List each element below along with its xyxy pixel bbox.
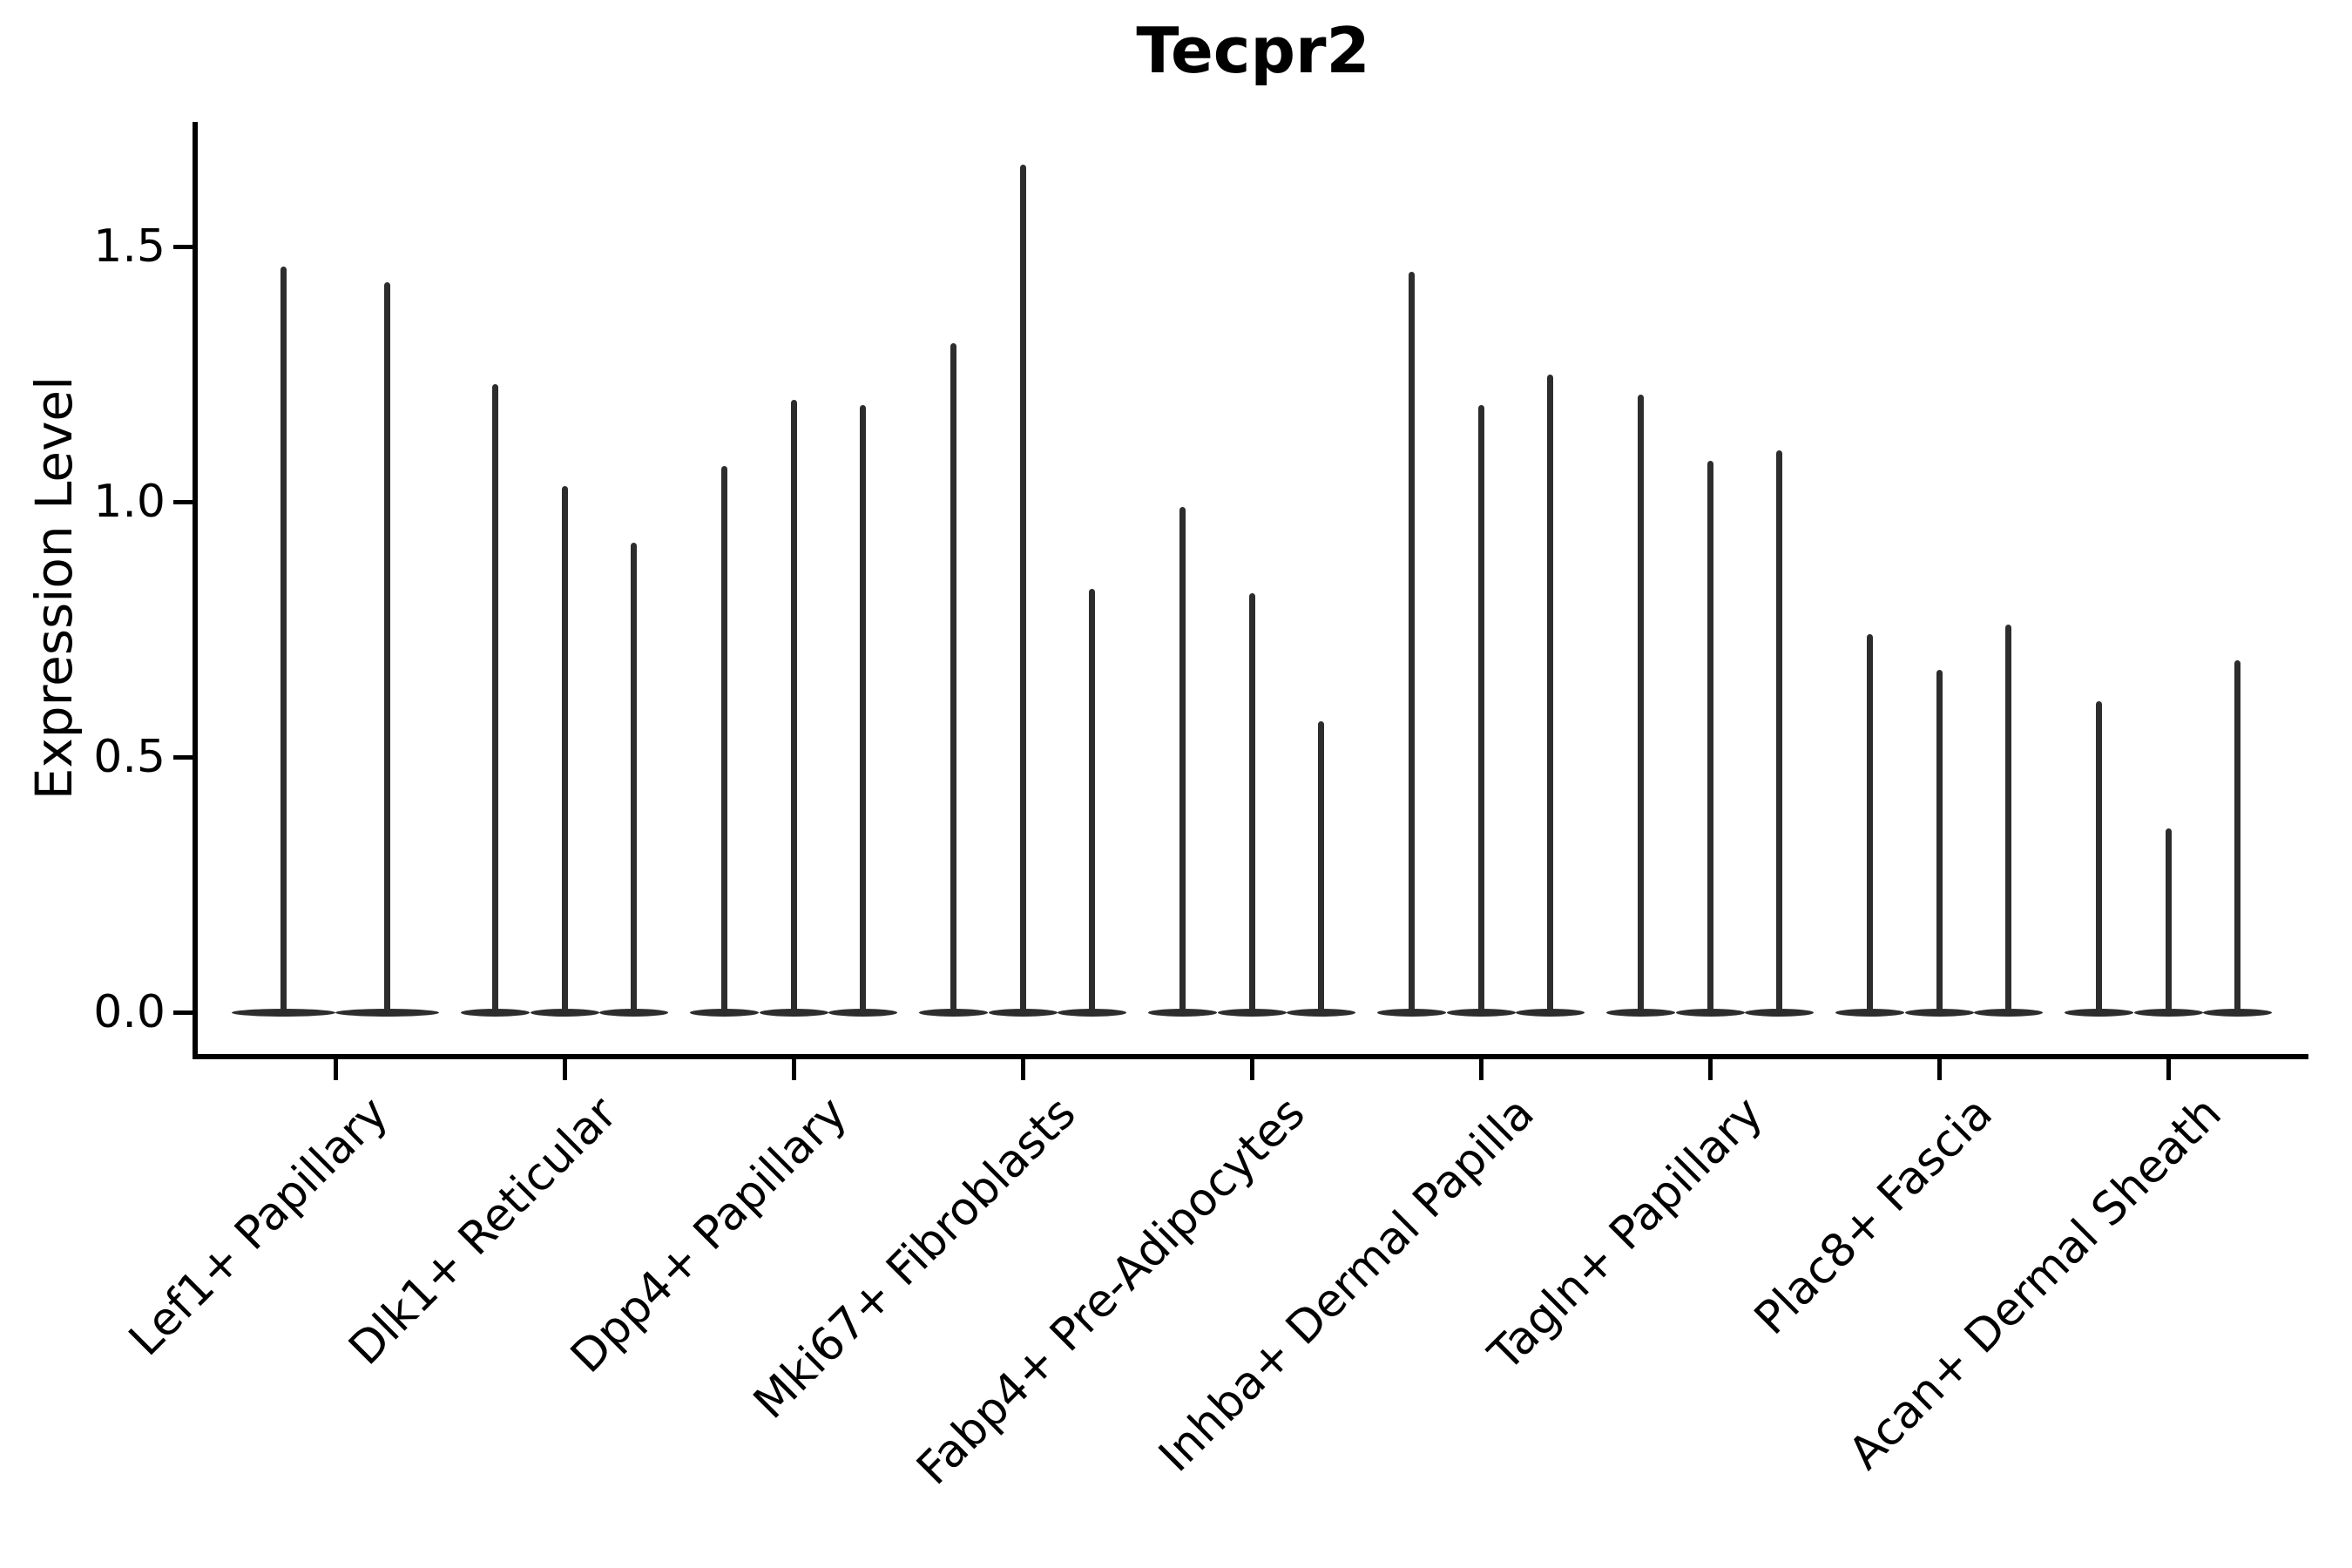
violin-base bbox=[1148, 1008, 1217, 1017]
x-axis-spine bbox=[193, 1054, 2308, 1059]
y-tick-mark bbox=[173, 244, 193, 249]
violin-spike bbox=[1318, 720, 1324, 1012]
violin-spike bbox=[2005, 624, 2011, 1012]
x-tick-mark bbox=[1936, 1059, 1942, 1080]
violin-base bbox=[1446, 1008, 1516, 1017]
violin-spike bbox=[721, 465, 727, 1012]
x-tick-mark bbox=[1707, 1059, 1713, 1080]
violin-spike bbox=[1638, 394, 1644, 1012]
violin-base bbox=[1745, 1008, 1814, 1017]
violin-base bbox=[1287, 1008, 1355, 1017]
violin-spike bbox=[1477, 404, 1484, 1012]
violin-base bbox=[1516, 1008, 1585, 1017]
x-tick-mark bbox=[1249, 1059, 1254, 1080]
violin-base bbox=[1904, 1008, 1974, 1017]
violin-base bbox=[232, 1008, 335, 1017]
violin-spike bbox=[1547, 374, 1553, 1012]
x-tick-mark bbox=[333, 1059, 338, 1080]
x-tick-label: Inhba+ Dermal Papilla bbox=[1148, 1087, 1544, 1483]
y-axis-spine bbox=[193, 122, 198, 1059]
violin-spike bbox=[860, 404, 866, 1012]
violin-spike bbox=[1936, 670, 1943, 1012]
violin-base bbox=[1974, 1008, 2043, 1017]
x-tick-label: Acan+ Dermal Sheath bbox=[1838, 1087, 2232, 1480]
violin-base bbox=[759, 1008, 828, 1017]
violin-base bbox=[1217, 1008, 1287, 1017]
x-tick-label: Plac8+ Fascia bbox=[1744, 1087, 2003, 1345]
violin-spike bbox=[1776, 450, 1782, 1012]
violin-spike bbox=[2165, 828, 2172, 1012]
violin-spike bbox=[1019, 165, 1026, 1012]
y-tick-label: 0.0 bbox=[93, 986, 166, 1038]
x-tick-mark bbox=[791, 1059, 796, 1080]
violin-base bbox=[1675, 1008, 1745, 1017]
y-tick-mark bbox=[173, 754, 193, 760]
violin-base bbox=[530, 1008, 599, 1017]
violin-base bbox=[1058, 1008, 1126, 1017]
x-tick-mark bbox=[1478, 1059, 1484, 1080]
violin-spike bbox=[2096, 700, 2102, 1012]
violin-base bbox=[1606, 1008, 1675, 1017]
violin-spike bbox=[790, 399, 797, 1012]
violin-spike bbox=[280, 267, 287, 1012]
violin-spike bbox=[1867, 634, 1873, 1012]
violin-base bbox=[335, 1008, 439, 1017]
violin-base bbox=[828, 1008, 897, 1017]
violin-base bbox=[2203, 1008, 2272, 1017]
violin-base bbox=[1835, 1008, 1904, 1017]
violin-spike bbox=[1089, 588, 1095, 1012]
violin-spike bbox=[631, 542, 637, 1012]
violin-spike bbox=[561, 486, 568, 1012]
chart-title: Tecpr2 bbox=[1136, 14, 1370, 87]
violin-base bbox=[919, 1008, 988, 1017]
x-tick-label: Fabp4+ Pre-Adipocytes bbox=[907, 1087, 1315, 1496]
violin-base bbox=[599, 1008, 668, 1017]
y-tick-label: 0.5 bbox=[93, 731, 166, 783]
violin-base bbox=[461, 1008, 530, 1017]
y-tick-label: 1.0 bbox=[93, 476, 166, 528]
y-tick-mark bbox=[173, 1010, 193, 1015]
violin-spike bbox=[384, 282, 390, 1012]
violin-base bbox=[1377, 1008, 1446, 1017]
violin-spike bbox=[492, 384, 498, 1012]
violin-spike bbox=[1707, 461, 1713, 1012]
violin-base bbox=[2065, 1008, 2133, 1017]
y-tick-label: 1.5 bbox=[93, 220, 166, 273]
violin-spike bbox=[1179, 506, 1186, 1012]
violin-base bbox=[988, 1008, 1058, 1017]
violin-spike bbox=[950, 343, 956, 1012]
violin-spike bbox=[1248, 593, 1255, 1012]
x-tick-mark bbox=[2166, 1059, 2171, 1080]
x-tick-mark bbox=[1020, 1059, 1025, 1080]
violin-base bbox=[2133, 1008, 2203, 1017]
x-tick-mark bbox=[562, 1059, 567, 1080]
violin-spike bbox=[2234, 659, 2240, 1012]
violin-spike bbox=[1409, 272, 1415, 1012]
y-tick-mark bbox=[173, 499, 193, 504]
violin-base bbox=[690, 1008, 759, 1017]
